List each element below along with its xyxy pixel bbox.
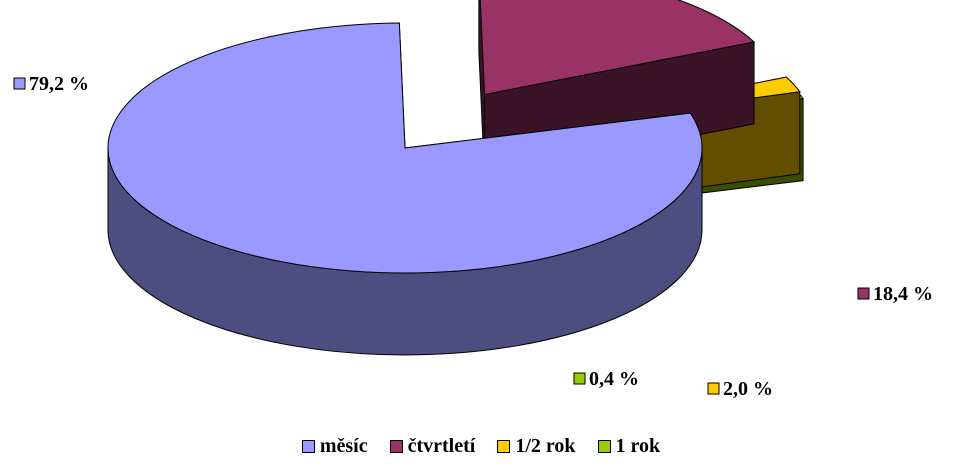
- legend-item-mesic: měsíc: [301, 435, 368, 458]
- legend-item-rok: 1 rok: [597, 435, 661, 458]
- legend-swatch: [389, 440, 403, 453]
- legend: měsíc čtvrtletí 1/2 rok 1 rok: [0, 435, 962, 458]
- slice-top: [479, 0, 756, 96]
- data-label-text: 18,4 %: [873, 283, 933, 305]
- data-label-1: 18,4 %: [857, 283, 933, 305]
- legend-item-ctvrtleti: čtvrtletí: [389, 435, 476, 458]
- data-label-swatch: [707, 382, 720, 395]
- data-label-swatch: [13, 77, 26, 90]
- legend-label: 1 rok: [615, 435, 661, 457]
- legend-swatch: [497, 440, 511, 453]
- data-label-0: 79,2 %: [13, 73, 89, 95]
- data-label-swatch: [857, 287, 870, 300]
- data-label-3: 0,4 %: [573, 368, 639, 390]
- legend-label: 1/2 rok: [515, 435, 576, 457]
- legend-label: měsíc: [319, 435, 368, 457]
- data-label-text: 79,2 %: [29, 73, 89, 95]
- legend-label: čtvrtletí: [407, 435, 476, 457]
- data-label-text: 0,4 %: [589, 368, 639, 390]
- slice-top: [107, 22, 703, 274]
- data-label-swatch: [573, 372, 586, 385]
- legend-item-pul-rok: 1/2 rok: [497, 435, 576, 458]
- pie-slice-0: [107, 22, 703, 356]
- legend-swatch: [301, 440, 315, 453]
- data-label-text: 2,0 %: [723, 378, 773, 400]
- legend-swatch: [597, 440, 611, 453]
- data-label-2: 2,0 %: [707, 378, 773, 400]
